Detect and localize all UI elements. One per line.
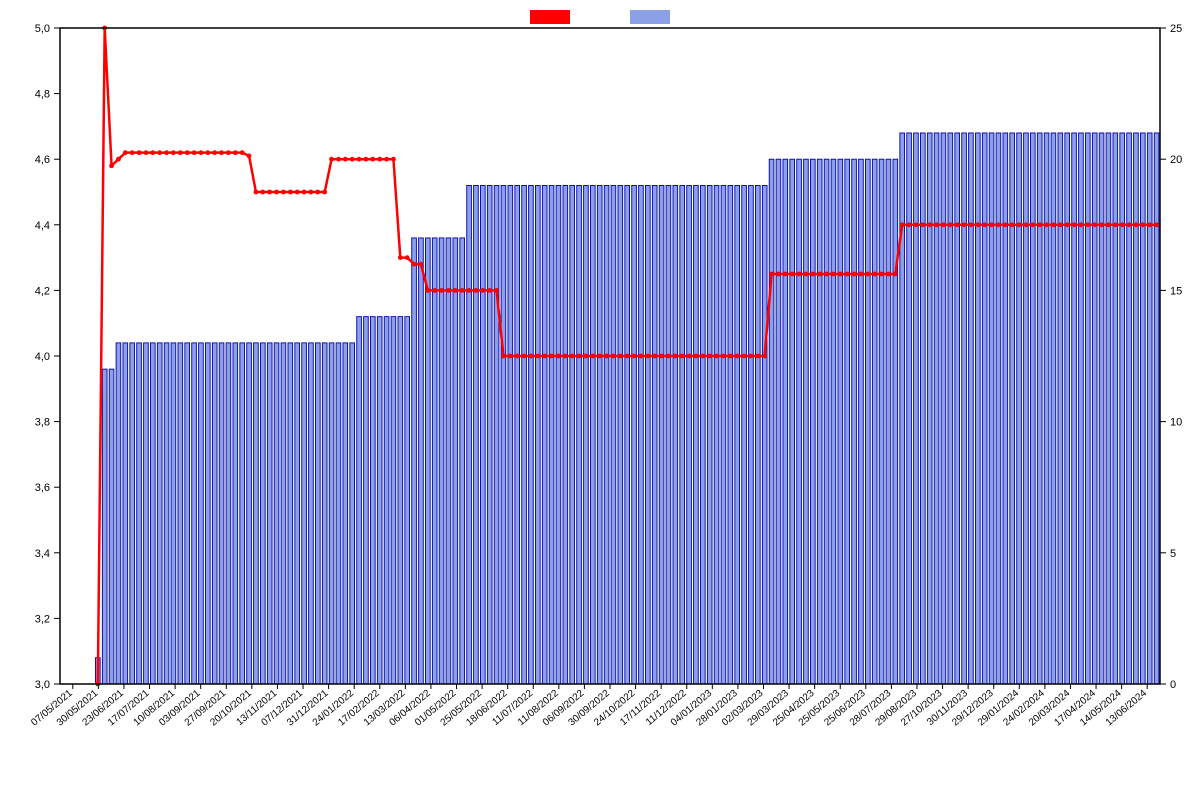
- svg-text:25: 25: [1170, 23, 1182, 35]
- svg-text:5,0: 5,0: [35, 23, 50, 35]
- svg-text:4,4: 4,4: [35, 220, 50, 232]
- svg-text:3,0: 3,0: [35, 679, 50, 691]
- svg-text:4,8: 4,8: [35, 89, 50, 101]
- svg-text:15: 15: [1170, 285, 1182, 297]
- svg-text:0: 0: [1170, 679, 1176, 691]
- svg-text:3,8: 3,8: [35, 417, 50, 429]
- svg-text:4,2: 4,2: [35, 285, 50, 297]
- legend-swatch: [530, 10, 570, 24]
- svg-text:3,4: 3,4: [35, 548, 50, 560]
- dual-axis-chart: 3,0 3,2 3,4 3,6 3,8 4,0 4,2 4,4 4,6 4,8 5,0 0 5 10 15 2…: [0, 0, 1200, 800]
- svg-text:4,6: 4,6: [35, 154, 50, 166]
- svg-text:3,6: 3,6: [35, 482, 50, 494]
- svg-text:3,2: 3,2: [35, 613, 50, 625]
- svg-text:10: 10: [1170, 417, 1182, 429]
- svg-text:20: 20: [1170, 154, 1182, 166]
- svg-text:5: 5: [1170, 548, 1176, 560]
- svg-text:4,0: 4,0: [35, 351, 50, 363]
- legend-swatch: [630, 10, 670, 24]
